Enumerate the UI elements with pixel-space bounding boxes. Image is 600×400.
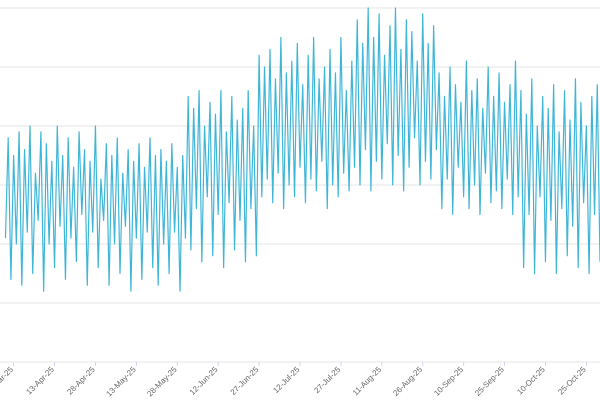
x-tick-label: 29-Mar-25 — [0, 365, 15, 398]
x-tick-label: 27-Jun-25 — [229, 365, 261, 397]
x-tick-label: 12-Jul-25 — [271, 365, 301, 395]
x-tick-label: 28-Apr-25 — [65, 365, 97, 397]
x-tick-label: 12-Jun-25 — [188, 365, 220, 397]
data-line — [4, 7, 600, 292]
x-tick-label: 25-Oct-25 — [556, 365, 588, 397]
x-tick-label: 26-Aug-25 — [391, 365, 424, 398]
x-tick-label: 27-Jul-25 — [312, 365, 342, 395]
x-tick-label: 11-Aug-25 — [351, 365, 384, 398]
x-tick-label: 25-Sep-25 — [473, 365, 506, 398]
x-tick-label: 13-May-25 — [104, 365, 138, 399]
x-tick-label: 13-Apr-25 — [24, 365, 56, 397]
x-tick-label: 28-May-25 — [145, 365, 179, 399]
x-tick-label: 10-Oct-25 — [515, 365, 547, 397]
x-tick-label: 10-Sep-25 — [432, 365, 465, 398]
